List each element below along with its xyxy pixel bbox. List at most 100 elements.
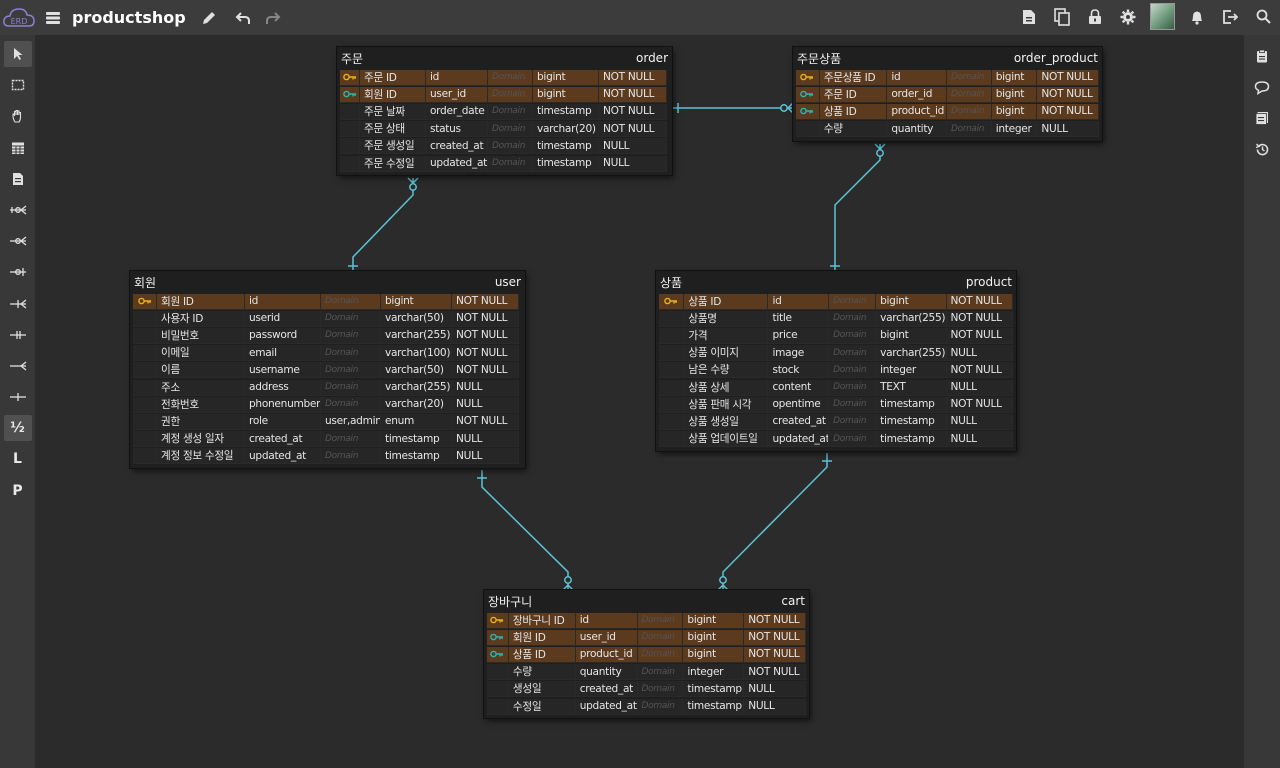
memo-tool-icon[interactable] bbox=[4, 166, 32, 192]
column-logical: 주문 ID bbox=[819, 86, 888, 103]
column-row[interactable]: 생성일 created_at Domain timestamp NULL bbox=[487, 681, 807, 698]
comment-icon[interactable] bbox=[1249, 74, 1275, 100]
relation-zero-one-icon[interactable] bbox=[4, 259, 32, 285]
column-logical: 상품 판매 시각 bbox=[684, 396, 769, 413]
column-datatype: TEXT bbox=[876, 379, 947, 396]
column-row[interactable]: 회원 ID user_id Domain bigint NOT NULL bbox=[487, 629, 807, 646]
table-order[interactable]: 주문 order 주문 ID id Domain bigint NOT NULL 회원 ID… bbox=[337, 47, 672, 176]
table-physical-name: product bbox=[965, 275, 1012, 289]
history-icon[interactable] bbox=[1249, 136, 1275, 162]
column-row[interactable]: 주문 날짜 order_date Domain timestamp NOT NULL bbox=[340, 103, 669, 120]
select-rect-tool-icon[interactable] bbox=[4, 72, 32, 98]
column-nullable: NOT NULL bbox=[452, 362, 519, 379]
key-cell bbox=[133, 379, 157, 396]
hand-tool-icon[interactable] bbox=[4, 103, 32, 129]
column-row[interactable]: 주문 생성일 created_at Domain timestamp NULL bbox=[340, 138, 669, 155]
table-product[interactable]: 상품 product 상품 ID id Domain bigint NOT NULL 상품명… bbox=[656, 271, 1016, 451]
column-row[interactable]: 권한 role user,admin enum NOT NULL bbox=[133, 413, 522, 430]
edit-pencil-icon[interactable] bbox=[198, 7, 220, 29]
column-datatype: bigint bbox=[876, 293, 947, 310]
search-icon[interactable] bbox=[1252, 6, 1274, 28]
bell-icon[interactable] bbox=[1186, 6, 1208, 28]
column-row[interactable]: 전화번호 phonenumber Domain varchar(20) NULL bbox=[133, 396, 522, 413]
erd-cloud-logo-icon[interactable]: ERD bbox=[2, 6, 36, 30]
column-row[interactable]: 상품 상세 content Domain TEXT NULL bbox=[659, 379, 1013, 396]
fraction-tool[interactable]: ½ bbox=[3, 415, 32, 442]
column-row[interactable]: 수량 quantity Domain integer NULL bbox=[796, 121, 1099, 138]
column-row[interactable]: 주문상품 ID id Domain bigint NOT NULL bbox=[796, 69, 1099, 86]
p-tool[interactable]: P bbox=[12, 482, 23, 499]
relation-one-n-icon[interactable] bbox=[4, 291, 32, 317]
table-user[interactable]: 회원 user 회원 ID id Domain bigint NOT NULL 사용자 ID… bbox=[130, 271, 525, 468]
copy-icon[interactable] bbox=[1051, 6, 1073, 28]
column-row[interactable]: 주문 상태 status Domain varchar(20) NOT NULL bbox=[340, 121, 669, 138]
table-order-product[interactable]: 주문상품 order_product 주문상품 ID id Domain bigint N… bbox=[793, 47, 1102, 141]
table-tool-icon[interactable] bbox=[4, 135, 32, 161]
column-row[interactable]: 상품 생성일 created_at Domain timestamp NULL bbox=[659, 413, 1013, 430]
l-tool[interactable]: L bbox=[13, 451, 22, 468]
column-row[interactable]: 상품 판매 시각 opentime Domain timestamp NOT NULL bbox=[659, 396, 1013, 413]
layers-icon[interactable] bbox=[42, 7, 64, 29]
column-row[interactable]: 주문 수정일 updated_at Domain timestamp NULL bbox=[340, 155, 669, 172]
column-logical: 상품 생성일 bbox=[684, 413, 769, 430]
column-physical: password bbox=[245, 327, 321, 344]
table-logical-name: 회원 bbox=[134, 275, 157, 290]
column-datatype: varchar(255) bbox=[876, 345, 947, 362]
column-row[interactable]: 가격 price Domain bigint NOT NULL bbox=[659, 327, 1013, 344]
relation-zero-one-n-icon[interactable] bbox=[4, 197, 32, 223]
redo-icon[interactable] bbox=[262, 7, 284, 29]
avatar[interactable] bbox=[1150, 3, 1175, 30]
key-cell bbox=[340, 155, 360, 172]
column-nullable: NOT NULL bbox=[452, 293, 519, 310]
column-row[interactable]: 회원 ID id Domain bigint NOT NULL bbox=[133, 293, 522, 310]
column-row[interactable]: 장바구니 ID id Domain bigint NOT NULL bbox=[487, 612, 807, 629]
table-physical-name: order_product bbox=[1013, 51, 1098, 65]
column-row[interactable]: 상품 업데이트일 updated_at Domain timestamp NULL bbox=[659, 431, 1013, 448]
column-nullable: NULL bbox=[946, 379, 1013, 396]
relation-n-icon[interactable] bbox=[4, 353, 32, 379]
column-row[interactable]: 계정 생성 일자 created_at Domain timestamp NULL bbox=[133, 431, 522, 448]
clipboard-icon[interactable] bbox=[1249, 43, 1275, 69]
column-logical: 사용자 ID bbox=[157, 310, 245, 327]
table-logical-name: 주문상품 bbox=[797, 51, 842, 66]
column-row[interactable]: 남은 수량 stock Domain integer NOT NULL bbox=[659, 362, 1013, 379]
export-file-icon[interactable] bbox=[1018, 6, 1040, 28]
relation-one-only-icon[interactable] bbox=[4, 322, 32, 348]
column-row[interactable]: 비밀번호 password Domain varchar(255) NOT NULL bbox=[133, 327, 522, 344]
project-title[interactable]: productshop bbox=[72, 8, 186, 27]
undo-icon[interactable] bbox=[232, 7, 254, 29]
column-row[interactable]: 사용자 ID userid Domain varchar(50) NOT NULL bbox=[133, 310, 522, 327]
column-row[interactable]: 이메일 email Domain varchar(100) NOT NULL bbox=[133, 345, 522, 362]
column-row[interactable]: 수량 quantity Domain integer NOT NULL bbox=[487, 664, 807, 681]
column-row[interactable]: 이름 username Domain varchar(50) NOT NULL bbox=[133, 362, 522, 379]
column-row[interactable]: 수정일 updated_at Domain timestamp NULL bbox=[487, 698, 807, 715]
column-row[interactable]: 상품명 title Domain varchar(255) NOT NULL bbox=[659, 310, 1013, 327]
column-domain: Domain bbox=[637, 646, 684, 663]
column-datatype: bigint bbox=[381, 293, 452, 310]
settings-gear-icon[interactable] bbox=[1117, 6, 1139, 28]
table-cart[interactable]: 장바구니 cart 장바구니 ID id Domain bigint NOT NULL 회원… bbox=[484, 590, 809, 719]
column-logical: 계정 생성 일자 bbox=[157, 431, 245, 448]
pointer-tool-icon[interactable] bbox=[3, 41, 32, 67]
column-row[interactable]: 상품 ID id Domain bigint NOT NULL bbox=[659, 293, 1013, 310]
column-row[interactable]: 주소 address Domain varchar(255) NULL bbox=[133, 379, 522, 396]
column-row[interactable]: 계정 정보 수정일 updated_at Domain timestamp NULL bbox=[133, 448, 522, 465]
column-row[interactable]: 상품 이미지 image Domain varchar(255) NULL bbox=[659, 345, 1013, 362]
lock-icon[interactable] bbox=[1084, 6, 1106, 28]
relation-one-icon[interactable] bbox=[4, 384, 32, 410]
column-logical: 권한 bbox=[157, 413, 245, 430]
column-row[interactable]: 주문 ID id Domain bigint NOT NULL bbox=[340, 69, 669, 86]
list-icon[interactable] bbox=[1249, 105, 1275, 131]
column-logical: 주문 ID bbox=[360, 69, 426, 86]
column-row[interactable]: 회원 ID user_id Domain bigint NOT NULL bbox=[340, 86, 669, 103]
column-datatype: timestamp bbox=[876, 396, 947, 413]
column-logical: 계정 정보 수정일 bbox=[157, 448, 245, 465]
column-row[interactable]: 주문 ID order_id Domain bigint NOT NULL bbox=[796, 86, 1099, 103]
column-row[interactable]: 상품 ID product_id Domain bigint NOT NULL bbox=[796, 103, 1099, 120]
column-domain: Domain bbox=[321, 396, 381, 413]
column-logical: 비밀번호 bbox=[157, 327, 245, 344]
relation-zero-n-icon[interactable] bbox=[4, 228, 32, 254]
column-row[interactable]: 상품 ID product_id Domain bigint NOT NULL bbox=[487, 646, 807, 663]
logout-icon[interactable] bbox=[1219, 6, 1241, 28]
column-physical: updated_at bbox=[575, 698, 638, 715]
